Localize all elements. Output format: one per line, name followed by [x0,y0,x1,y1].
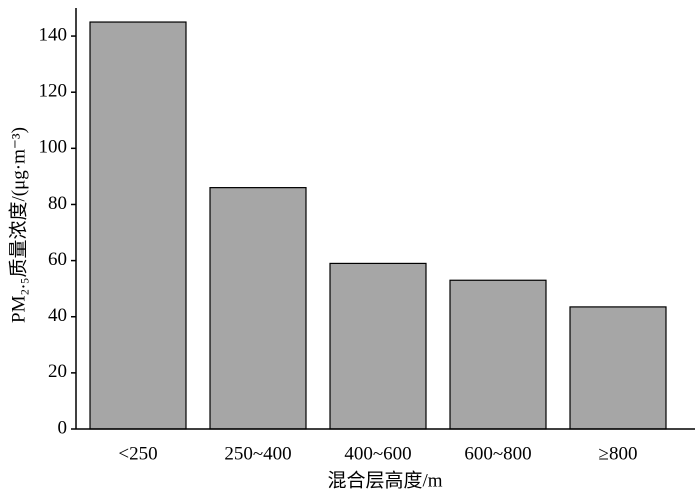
y-tick-label: 0 [58,417,68,438]
bar [569,306,667,430]
bar [89,21,187,430]
x-tick-label: ≥800 [599,443,638,464]
y-tick-label: 100 [39,137,68,158]
y-tick-label: 60 [48,249,67,270]
y-tick-label: 120 [39,81,68,102]
y-tick-label: 20 [48,361,67,382]
bar [209,187,307,430]
y-tick-label: 140 [39,24,68,45]
bar [329,262,427,430]
y-axis-label: PM₂.₅质量浓度/(μg·m⁻³) [7,127,29,323]
y-tick-label: 80 [48,193,67,214]
bar [449,279,547,430]
y-tick-label: 40 [48,305,67,326]
x-tick-label: 600~800 [464,443,531,464]
x-axis-label: 混合层高度/m [327,469,442,491]
x-tick-label: <250 [118,443,157,464]
x-tick-label: 250~400 [224,443,291,464]
x-tick-label: 400~600 [344,443,411,464]
